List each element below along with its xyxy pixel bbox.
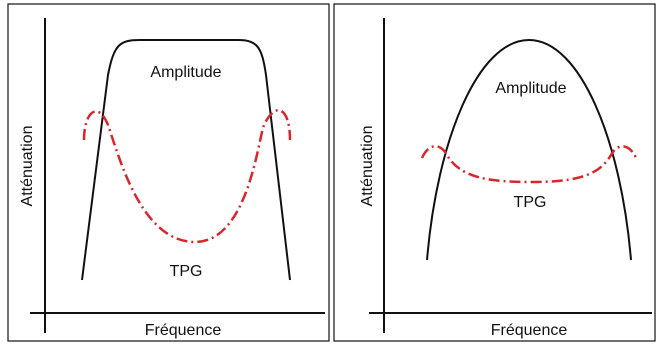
panel-right: Amplitude TPG Atténuation Fréquence [333,3,656,342]
panel-left-amplitude-label: Amplitude [150,64,221,81]
panel-left-tpg-label: TPG [170,263,203,280]
panel-left-frame [7,3,330,342]
panel-right-y-axis-label: Atténuation [359,126,376,207]
panel-right-frame [333,3,656,342]
panel-left: Amplitude TPG Atténuation Fréquence [7,3,330,342]
panel-left-x-axis-label: Fréquence [145,322,222,339]
panel-left-amplitude-curve [81,39,291,281]
panel-right-tpg-label: TPG [514,194,547,211]
panel-right-amplitude-curve [426,38,632,261]
panel-left-tpg-curve [82,109,292,244]
panel-right-amplitude-label: Amplitude [495,80,566,97]
panel-left-y-axis-label: Atténuation [19,126,36,207]
panel-right-tpg-curve [420,145,638,184]
panel-right-x-axis-label: Fréquence [491,322,568,339]
